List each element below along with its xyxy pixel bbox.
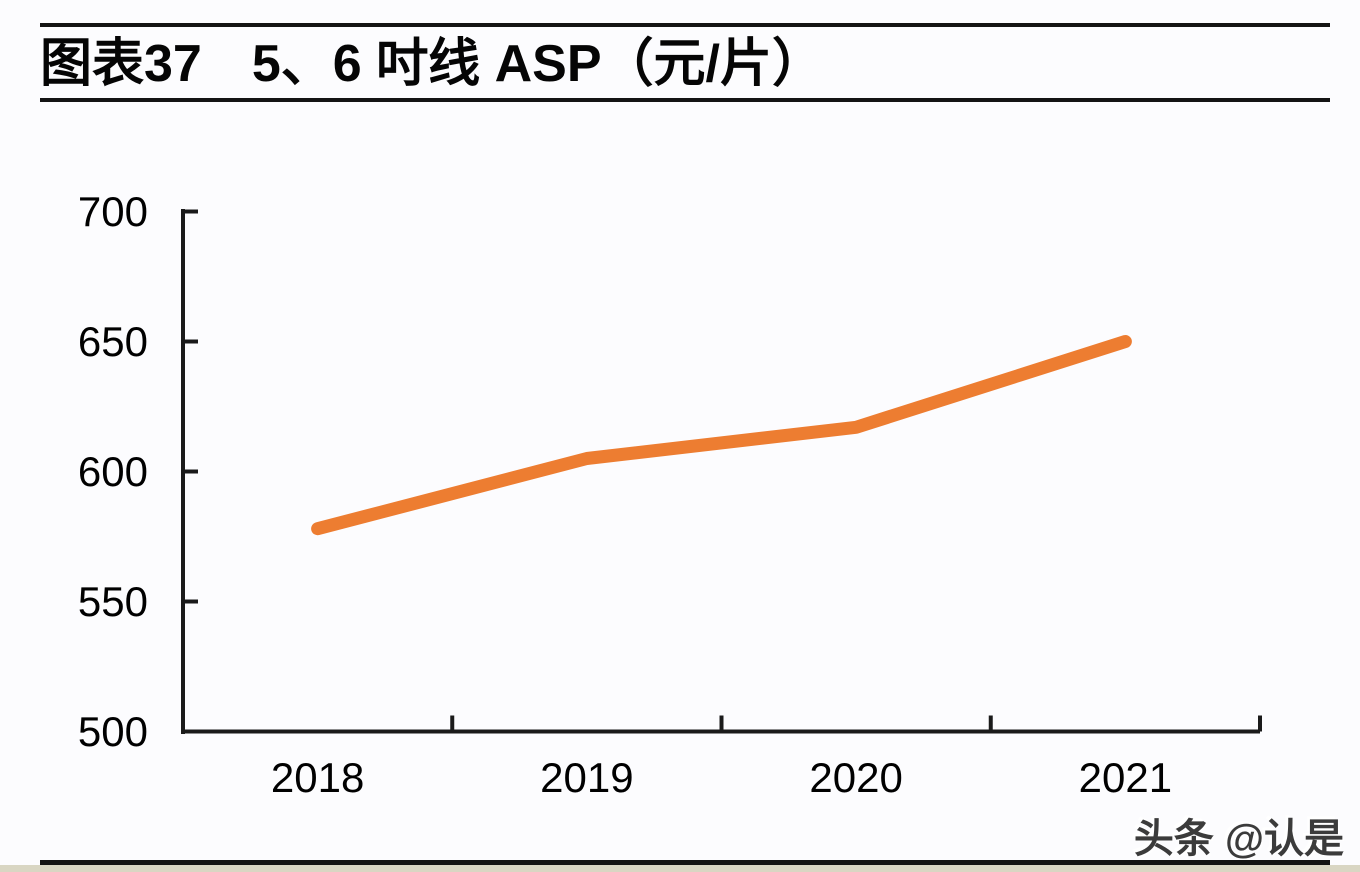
title-top-rule xyxy=(40,23,1330,27)
y-tick-label: 600 xyxy=(77,447,148,495)
page-edge-strip xyxy=(0,865,1360,872)
x-tick-label: 2018 xyxy=(270,754,365,801)
asp-series-line xyxy=(311,335,1132,536)
x-tick-label: 2020 xyxy=(809,754,903,801)
figure-number-label: 图表37 xyxy=(40,35,202,93)
watermark-text: 头条 @认是 xyxy=(1133,817,1344,861)
y-tick-label: 500 xyxy=(77,707,148,755)
title-bottom-rule xyxy=(40,98,1330,102)
y-tick-label: 700 xyxy=(77,187,148,235)
page-bottom-rule xyxy=(40,860,1330,865)
figure-title-text: 5、6 吋线 ASP（元/片） xyxy=(251,35,824,93)
y-tick-label: 550 xyxy=(77,577,148,625)
y-tick-label: 650 xyxy=(77,317,148,365)
figure-title: 图表37 5、6 吋线 ASP（元/片） xyxy=(40,36,824,92)
x-tick-label: 2019 xyxy=(540,754,634,801)
x-tick-label: 2021 xyxy=(1078,754,1173,801)
